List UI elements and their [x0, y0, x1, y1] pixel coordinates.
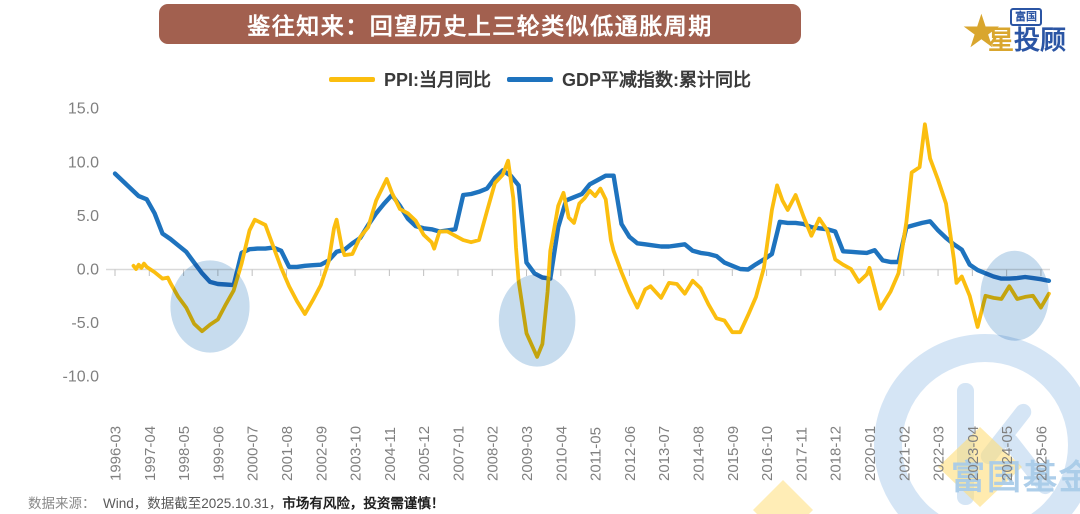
source-label: 数据来源： — [28, 496, 104, 511]
data-source-note: 数据来源： Wind，数据截至2025.10.31，市场有风险，投资需谨慎！ — [28, 492, 444, 512]
low-inflation-highlight-ellipse — [980, 250, 1049, 341]
x-tick-label: 2012-06 — [622, 426, 639, 481]
x-tick-label: 2017-11 — [793, 427, 810, 481]
x-tick-label: 2015-09 — [725, 426, 742, 481]
gdp-line-swatch — [507, 76, 553, 82]
y-tick-label: 5.0 — [77, 208, 99, 225]
brand-box-label: 富国 — [1009, 8, 1042, 26]
x-tick-label: 1998-05 — [176, 426, 193, 481]
x-tick-label: 2020-01 — [862, 426, 879, 481]
watermark-logo-stroke — [1002, 433, 1054, 495]
x-tick-label: 2023-04 — [965, 426, 982, 481]
ppi-line-swatch — [328, 76, 375, 82]
x-tick-label: 2003-10 — [348, 426, 365, 481]
brand-wordmark: 星投顾 — [988, 26, 1066, 54]
watermark-logo-ring — [874, 334, 1080, 514]
y-tick-label: 0.0 — [77, 262, 99, 279]
x-tick-label: 1997-04 — [142, 426, 159, 481]
brand-logo: ★ 富国 星投顾 — [961, 4, 1066, 58]
y-tick-label: -10.0 — [63, 369, 100, 386]
chart-legend: PPI:当月同比 GDP平减指数:累计同比 — [0, 66, 1080, 92]
x-tick-label: 2000-07 — [245, 426, 262, 481]
x-tick-label: 2007-01 — [450, 426, 467, 481]
x-tick-label: 2010-04 — [553, 426, 570, 481]
x-tick-label: 2009-03 — [519, 426, 536, 481]
y-tick-label: -5.0 — [71, 315, 99, 332]
x-tick-label: 2016-10 — [759, 426, 776, 481]
watermark-diamond — [753, 480, 813, 514]
x-tick-label: 2004-11 — [382, 427, 399, 481]
gdp-deflator-line — [112, 168, 1052, 288]
x-tick-label: 2011-05 — [588, 427, 605, 481]
x-tick-label: 1996-03 — [108, 426, 125, 481]
ppi-line — [131, 122, 1051, 359]
x-tick-label: 2014-08 — [690, 426, 707, 481]
legend-label-ppi: PPI:当月同比 — [383, 70, 491, 90]
legend-label-gdp-deflator: GDP平减指数:累计同比 — [562, 70, 751, 90]
watermark-diamond — [938, 427, 1022, 507]
watermark-text: 富国基金 — [951, 458, 1080, 497]
title-banner: 鉴往知来：回望历史上三轮类似低通胀周期 — [159, 4, 801, 44]
x-tick-label: 2013-07 — [656, 426, 673, 481]
x-tick-label: 2018-12 — [828, 426, 845, 481]
legend-item-ppi: PPI:当月同比 — [328, 66, 491, 92]
source-text: Wind，数据截至2025.10.31， — [103, 496, 283, 511]
x-tick-label: 2008-02 — [485, 426, 502, 481]
x-tick-label: 2002-09 — [313, 426, 330, 481]
legend-item-gdp-deflator: GDP平减指数:累计同比 — [507, 66, 751, 92]
y-tick-label: 10.0 — [68, 154, 99, 171]
x-tick-label: 1999-06 — [210, 426, 227, 481]
y-tick-label: 15.0 — [68, 101, 99, 118]
x-tick-label: 2001-08 — [279, 426, 296, 481]
x-tick-label: 2021-02 — [896, 426, 913, 481]
brand-star-char: 星 — [987, 25, 1014, 55]
x-tick-label: 2025-06 — [1033, 426, 1050, 481]
low-inflation-highlight-ellipse — [170, 260, 250, 353]
x-tick-label: 2005-12 — [416, 426, 433, 481]
risk-warning: 市场有风险，投资需谨慎！ — [282, 496, 445, 511]
x-tick-label: 2024-05 — [999, 426, 1016, 481]
brand-suffix: 投顾 — [1013, 25, 1066, 55]
page-title: 鉴往知来：回望历史上三轮类似低通胀周期 — [247, 13, 713, 39]
star-icon: ★ — [960, 5, 1002, 57]
low-inflation-highlight-ellipse — [498, 274, 576, 367]
x-tick-label: 2022-03 — [931, 426, 948, 481]
